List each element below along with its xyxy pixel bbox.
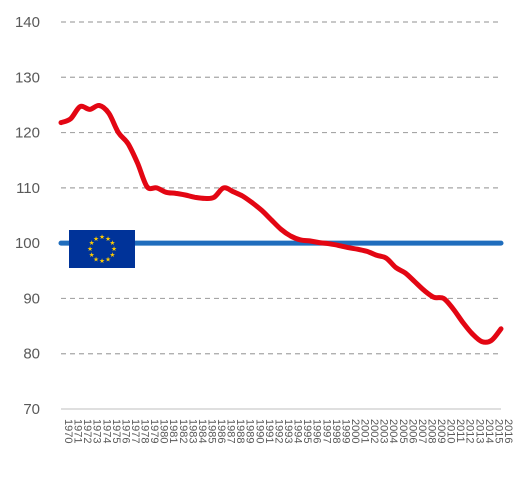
x-tick-label: 2010 <box>445 419 457 443</box>
y-tick-label: 130 <box>15 69 40 86</box>
flag-star: ★ <box>109 239 115 247</box>
x-tick-label: 1989 <box>244 419 256 443</box>
flag-star: ★ <box>109 251 115 259</box>
x-tick-label: 2007 <box>416 419 428 443</box>
x-tick-label: 1992 <box>272 419 284 443</box>
x-tick-label: 1991 <box>263 419 275 443</box>
flag-star: ★ <box>99 257 105 265</box>
x-tick-label: 1990 <box>253 419 265 443</box>
x-tick-label: 1973 <box>91 419 103 443</box>
flag-field <box>69 230 135 268</box>
y-tick-label: 110 <box>16 180 40 197</box>
y-tick-label: 80 <box>23 346 40 363</box>
x-tick-label: 2009 <box>435 419 447 443</box>
y-tick-label: 100 <box>15 235 40 252</box>
x-tick-label: 1987 <box>225 419 237 443</box>
y-axis: 70 80 90 100 110 120 130 140 <box>15 14 40 418</box>
x-tick-label: 1985 <box>205 419 217 443</box>
x-tick-label: 1997 <box>320 419 332 443</box>
y-tick-label: 140 <box>15 14 40 31</box>
x-tick-label: 1972 <box>81 419 93 443</box>
gridlines <box>61 21 501 355</box>
x-tick-label: 1988 <box>234 419 246 443</box>
x-tick-label: 1976 <box>119 419 131 443</box>
x-tick-label: 1978 <box>139 419 151 443</box>
eu-flag-icon: ★ ★★★★★★★★★★★ <box>69 230 135 268</box>
x-tick-label: 1998 <box>330 419 342 443</box>
flag-star: ★ <box>99 233 105 241</box>
x-tick-label: 2012 <box>464 419 476 443</box>
flag-star: ★ <box>87 245 93 253</box>
x-tick-label: 1977 <box>129 419 141 443</box>
x-tick-label: 2013 <box>473 419 485 443</box>
x-tick-label: 1975 <box>110 419 122 443</box>
x-tick-label: 2004 <box>387 419 399 443</box>
x-tick-label: 1980 <box>158 419 170 443</box>
x-tick-label: 1979 <box>148 419 160 443</box>
x-tick-label: 1996 <box>311 419 323 443</box>
x-tick-label: 2015 <box>492 419 504 443</box>
x-tick-label: 1999 <box>339 419 351 443</box>
flag-star: ★ <box>105 256 111 264</box>
x-tick-label: 1986 <box>215 419 227 443</box>
x-tick-label: 1981 <box>167 419 179 443</box>
x-tick-label: 2000 <box>349 419 361 443</box>
x-tick-label: 2003 <box>378 419 390 443</box>
x-tick-label: 1982 <box>177 419 189 443</box>
flag-star: ★ <box>89 239 95 247</box>
x-tick-label: 2006 <box>406 419 418 443</box>
x-tick-label: 1970 <box>62 419 74 443</box>
x-tick-label: 2001 <box>359 419 371 443</box>
x-tick-label: 2011 <box>454 419 466 443</box>
x-tick-label: 1974 <box>100 419 112 443</box>
x-axis: 1970197119721973197419751976197719781979… <box>62 419 514 443</box>
series-line-red <box>58 102 504 345</box>
x-tick-label: 1983 <box>186 419 198 443</box>
x-tick-label: 1993 <box>282 419 294 443</box>
flag-star: ★ <box>89 251 95 259</box>
x-tick-label: 1994 <box>292 419 304 443</box>
y-tick-label: 70 <box>23 401 40 418</box>
x-tick-label: 1971 <box>72 419 84 443</box>
x-tick-label: 2008 <box>425 419 437 443</box>
x-tick-label: 2016 <box>502 419 514 443</box>
flag-star: ★ <box>93 256 99 264</box>
y-tick-label: 120 <box>15 125 40 142</box>
x-tick-label: 1995 <box>301 419 313 443</box>
x-tick-label: 2014 <box>483 419 495 443</box>
x-tick-label: 2005 <box>397 419 409 443</box>
flag-star: ★ <box>93 235 99 243</box>
flag-star: ★ <box>105 235 111 243</box>
series-lines <box>58 102 504 345</box>
x-tick-label: 1984 <box>196 419 208 443</box>
y-tick-label: 90 <box>23 290 40 307</box>
x-tick-label: 2002 <box>368 419 380 443</box>
flag-star: ★ <box>111 245 117 253</box>
